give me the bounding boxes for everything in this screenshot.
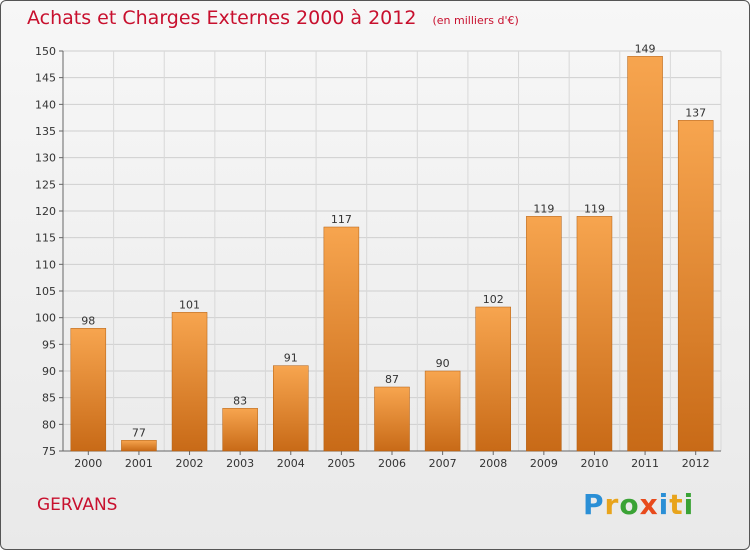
value-label: 101 — [179, 298, 200, 311]
value-label: 77 — [132, 426, 146, 439]
y-tick-label: 145 — [35, 72, 56, 85]
x-tick-label: 2010 — [580, 457, 608, 470]
value-label: 119 — [584, 202, 605, 215]
bar-2010 — [576, 216, 613, 452]
x-tick-label: 2005 — [327, 457, 355, 470]
y-tick-label: 120 — [35, 205, 56, 218]
bar-2001 — [121, 440, 157, 452]
x-tick-label: 2008 — [479, 457, 507, 470]
x-tick-label: 2000 — [74, 457, 102, 470]
y-tick-label: 85 — [42, 392, 56, 405]
y-tick-label: 140 — [35, 98, 56, 111]
labels: 98 2000 77 2001 101 2002 83 2003 91 2004 117 2005 87… — [74, 42, 709, 470]
bar-2003 — [222, 408, 258, 452]
bar-2006 — [374, 386, 410, 452]
x-tick-label: 2004 — [277, 457, 305, 470]
y-tick-label: 105 — [35, 285, 56, 298]
bar-2008 — [475, 306, 511, 452]
bar-2005 — [323, 226, 360, 452]
x-tick-label: 2003 — [226, 457, 254, 470]
y-tick-label: 125 — [35, 178, 56, 191]
brand-letter: t — [669, 488, 684, 521]
value-label: 91 — [284, 352, 298, 365]
y-tick-label: 95 — [42, 338, 56, 351]
value-label: 137 — [685, 106, 706, 119]
brand-letter: o — [619, 488, 640, 521]
value-label: 149 — [635, 42, 656, 55]
brand-letter: i — [683, 488, 695, 521]
y-tick-label: 130 — [35, 152, 56, 165]
y-tick-label: 75 — [42, 445, 56, 458]
x-tick-label: 2002 — [176, 457, 204, 470]
value-label: 83 — [233, 394, 247, 407]
bar-2002 — [171, 312, 208, 452]
bar-2000 — [70, 328, 107, 452]
commune-name: GERVANS — [37, 495, 118, 515]
y-tick-label: 90 — [42, 365, 56, 378]
y-tick-label: 100 — [35, 312, 56, 325]
brand-logo: Proxiti — [583, 488, 694, 521]
x-tick-label: 2001 — [125, 457, 153, 470]
value-label: 87 — [385, 373, 399, 386]
bars — [70, 56, 714, 452]
x-tick-label: 2009 — [530, 457, 558, 470]
bar-2004 — [273, 365, 309, 452]
bar-2012 — [677, 120, 714, 452]
y-tick-label: 115 — [35, 232, 56, 245]
bar-2009 — [526, 216, 562, 452]
y-tick-label: 110 — [35, 258, 56, 271]
value-label: 98 — [81, 314, 95, 327]
brand-letter: x — [639, 488, 659, 521]
y-tick-label: 135 — [35, 125, 56, 138]
x-tick-label: 2012 — [682, 457, 710, 470]
bar-2011 — [627, 56, 663, 452]
value-label: 90 — [436, 357, 450, 370]
value-label: 119 — [533, 202, 554, 215]
x-tick-label: 2007 — [429, 457, 457, 470]
x-tick-label: 2011 — [631, 457, 659, 470]
y-tick-label: 150 — [35, 45, 56, 58]
x-tick-label: 2006 — [378, 457, 406, 470]
brand-letter: i — [658, 488, 670, 521]
y-tick-label: 80 — [42, 418, 56, 431]
chart-title-text: Achats et Charges Externes 2000 à 2012 — [27, 7, 417, 29]
brand-letter: r — [604, 488, 620, 521]
brand-letter: P — [583, 488, 605, 521]
value-label: 117 — [331, 213, 352, 226]
chart-subtitle: (en milliers d'€) — [432, 14, 519, 27]
bar-2007 — [424, 370, 461, 452]
value-label: 102 — [483, 293, 504, 306]
chart-title: Achats et Charges Externes 2000 à 2012 (… — [27, 7, 519, 29]
